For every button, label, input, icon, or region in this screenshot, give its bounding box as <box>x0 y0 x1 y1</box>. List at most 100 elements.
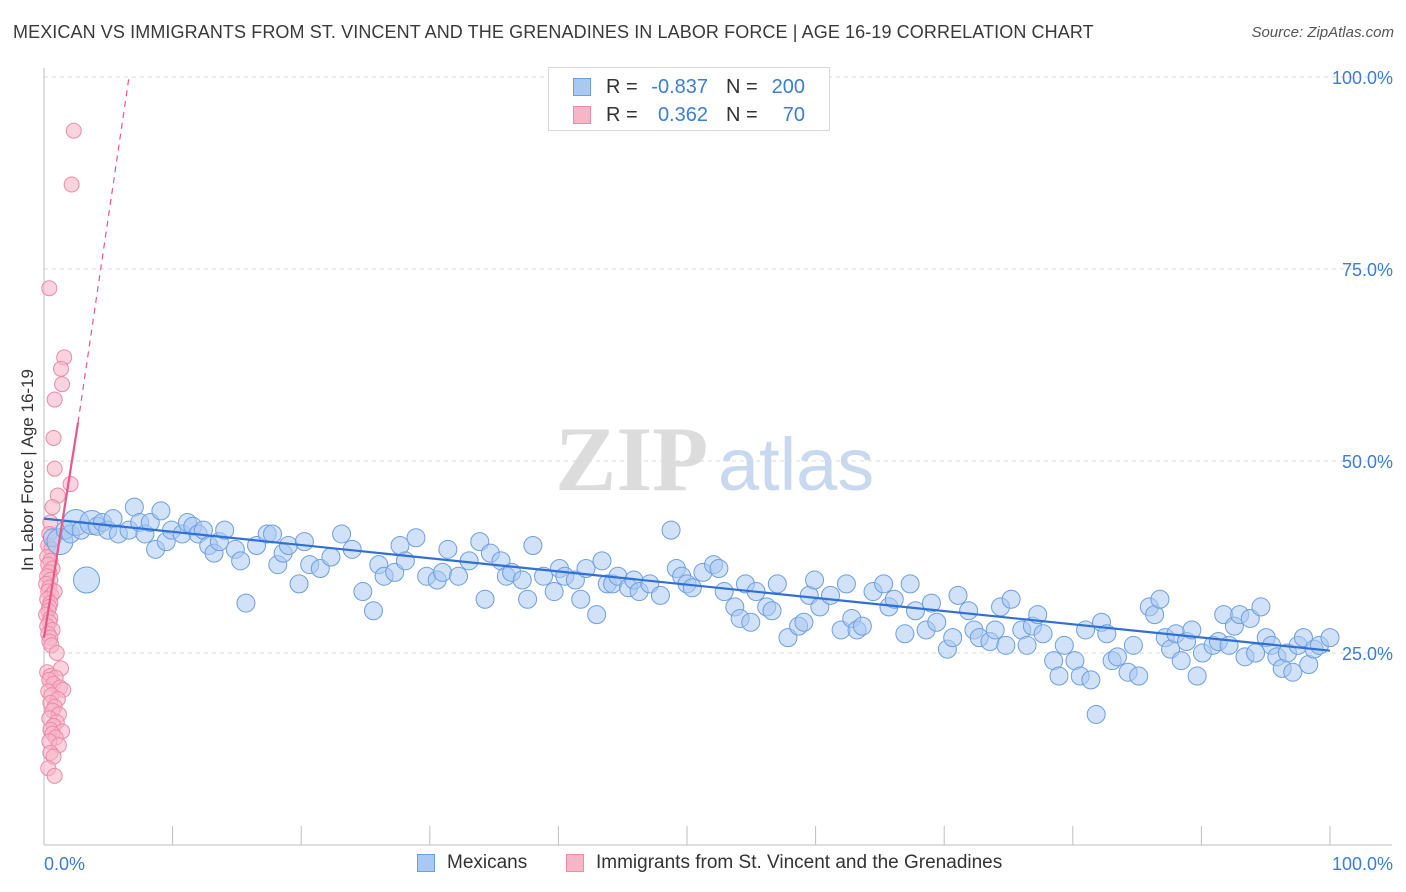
legend-label-mexicans: Mexicans <box>447 852 528 873</box>
point-mexicans <box>289 574 309 594</box>
point-mexicans <box>959 601 979 621</box>
point-mexicans <box>1086 704 1106 724</box>
trend-lines <box>42 76 1331 652</box>
point-immigrants <box>46 460 63 477</box>
point-mexicans <box>544 582 564 602</box>
point-mexicans <box>1107 647 1127 667</box>
point-mexicans <box>363 601 383 621</box>
point-immigrants <box>63 176 80 193</box>
legend-series: Mexicans Immigrants from St. Vincent and… <box>0 852 1406 878</box>
point-immigrants <box>46 391 63 408</box>
trend-line-mexicans <box>43 517 1331 652</box>
legend-r-label: R = <box>606 104 638 126</box>
point-immigrants <box>54 376 71 393</box>
chart-title: MEXICAN VS IMMIGRANTS FROM ST. VINCENT A… <box>13 22 1094 42</box>
point-mexicans <box>927 612 947 632</box>
point-mexicans <box>852 616 872 636</box>
tick-labels: 25.0% 50.0% 75.0% 100.0% 0.0% 100.0% <box>44 68 1393 874</box>
point-mexicans <box>836 574 856 594</box>
watermark-atlas: atlas <box>718 423 874 506</box>
point-mexicans <box>433 562 453 582</box>
legend-label-immigrants: Immigrants from St. Vincent and the Gren… <box>596 852 1003 873</box>
point-mexicans <box>353 582 373 602</box>
watermark-zip: ZIP <box>555 408 708 510</box>
point-mexicans <box>73 566 101 594</box>
watermark: ZIP atlas <box>555 408 874 510</box>
legend-swatch-immigrants <box>573 106 591 124</box>
point-mexicans <box>874 574 894 594</box>
point-immigrants <box>48 645 65 661</box>
point-mexicans <box>231 551 251 571</box>
legend-swatch-mexicans <box>573 78 591 96</box>
point-mexicans <box>587 605 607 625</box>
point-mexicans <box>571 589 591 609</box>
point-mexicans <box>794 612 814 632</box>
point-mexicans <box>1171 651 1191 671</box>
point-mexicans <box>236 593 256 613</box>
y-tick-label: 100.0% <box>1332 68 1393 88</box>
y-tick-label: 25.0% <box>1342 644 1393 664</box>
point-mexicans <box>682 578 702 598</box>
point-mexicans <box>895 624 915 644</box>
legend-row-mexicans: R = -0.837 N = 200 <box>549 74 829 102</box>
point-mexicans <box>1187 666 1207 686</box>
point-immigrants <box>53 360 70 377</box>
x-tick-label: 0.0% <box>44 854 85 874</box>
point-mexicans <box>985 620 1005 640</box>
legend-n-value: 200 <box>771 76 805 98</box>
point-mexicans <box>151 501 171 521</box>
legend-row-immigrants: R = 0.362 N = 70 <box>549 102 829 130</box>
point-mexicans <box>741 612 761 632</box>
series-immigrants-points <box>38 122 82 784</box>
point-mexicans <box>1150 589 1170 609</box>
point-mexicans <box>263 524 283 544</box>
point-mexicans <box>512 570 532 590</box>
point-mexicans <box>921 593 941 613</box>
point-mexicans <box>406 528 426 548</box>
point-mexicans <box>767 574 787 594</box>
y-tick-label: 50.0% <box>1342 452 1393 472</box>
point-mexicans <box>332 524 352 544</box>
point-mexicans <box>1028 605 1048 625</box>
trend-line-immigrants-extension <box>77 76 130 423</box>
point-immigrants <box>65 122 82 139</box>
point-mexicans <box>1246 643 1266 663</box>
point-mexicans <box>1283 662 1303 682</box>
legend-n-label: N = <box>726 76 758 98</box>
point-mexicans <box>1017 635 1037 655</box>
legend-r-value: -0.837 <box>651 76 708 98</box>
point-mexicans <box>1320 628 1340 648</box>
point-immigrants <box>46 767 63 784</box>
point-mexicans <box>475 589 495 609</box>
point-mexicans <box>1081 670 1101 690</box>
point-immigrants <box>44 499 61 516</box>
point-mexicans <box>592 551 612 571</box>
point-mexicans <box>661 520 681 540</box>
point-mexicans <box>1076 620 1096 640</box>
legend-n-label: N = <box>726 104 758 126</box>
point-mexicans <box>805 570 825 590</box>
point-mexicans <box>294 532 314 552</box>
point-mexicans <box>714 582 734 602</box>
point-mexicans <box>1182 620 1202 640</box>
legend-r-value: 0.362 <box>657 104 708 126</box>
point-mexicans <box>1054 635 1074 655</box>
point-mexicans <box>534 566 554 586</box>
point-mexicans <box>943 628 963 648</box>
point-mexicans <box>948 585 968 605</box>
y-tick-label: 75.0% <box>1342 260 1393 280</box>
point-mexicans <box>448 566 468 586</box>
point-mexicans <box>820 585 840 605</box>
point-immigrants <box>62 476 79 493</box>
point-mexicans <box>215 520 235 540</box>
point-mexicans <box>996 635 1016 655</box>
point-mexicans <box>884 589 904 609</box>
point-mexicans <box>762 601 782 621</box>
point-immigrants <box>41 280 58 297</box>
point-immigrants <box>45 429 62 446</box>
axes <box>43 68 1392 846</box>
point-mexicans <box>278 535 298 555</box>
y-axis-label: In Labor Force | Age 16-19 <box>18 369 37 571</box>
x-tick-label: 100.0% <box>1332 854 1393 874</box>
point-mexicans <box>438 539 458 559</box>
